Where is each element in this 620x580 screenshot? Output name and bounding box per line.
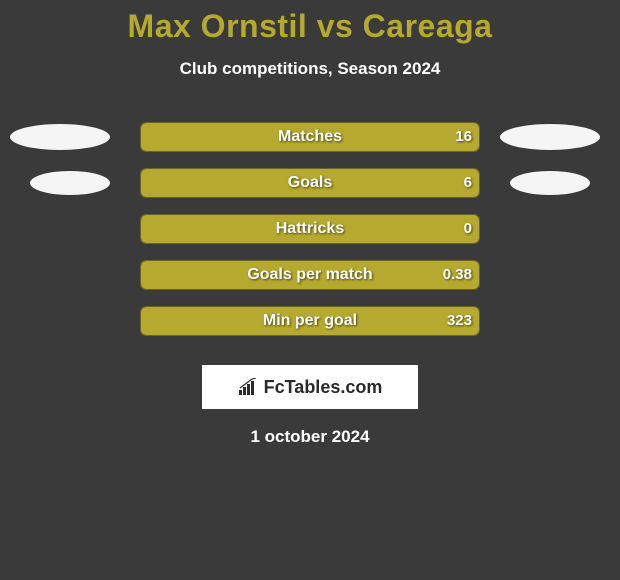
logo-box: FcTables.com bbox=[202, 365, 418, 409]
bar-track bbox=[140, 260, 480, 290]
bar-fill-right bbox=[141, 215, 479, 243]
chart-icon bbox=[238, 378, 260, 396]
bar-fill-right bbox=[141, 261, 479, 289]
stat-row: Matches 16 bbox=[0, 121, 620, 167]
bar-track bbox=[140, 306, 480, 336]
bar-fill-right bbox=[141, 123, 479, 151]
bar-track bbox=[140, 214, 480, 244]
stat-row: Goals 6 bbox=[0, 167, 620, 213]
stat-row: Min per goal 323 bbox=[0, 305, 620, 351]
bar-fill-right bbox=[141, 307, 479, 335]
date-text: 1 october 2024 bbox=[0, 427, 620, 447]
stats-area: Matches 16 Goals 6 Hattricks 0 bbox=[0, 121, 620, 351]
player-avatar-left bbox=[30, 171, 110, 195]
stat-row: Hattricks 0 bbox=[0, 213, 620, 259]
player-avatar-right bbox=[510, 171, 590, 195]
infographic-root: Max Ornstil vs Careaga Club competitions… bbox=[0, 0, 620, 580]
bar-fill-right bbox=[141, 169, 479, 197]
player-avatar-left bbox=[10, 124, 110, 150]
stat-row: Goals per match 0.38 bbox=[0, 259, 620, 305]
subtitle: Club competitions, Season 2024 bbox=[0, 59, 620, 79]
player-avatar-right bbox=[500, 124, 600, 150]
bar-track bbox=[140, 122, 480, 152]
bar-track bbox=[140, 168, 480, 198]
page-title: Max Ornstil vs Careaga bbox=[0, 8, 620, 45]
logo-text: FcTables.com bbox=[264, 377, 383, 398]
